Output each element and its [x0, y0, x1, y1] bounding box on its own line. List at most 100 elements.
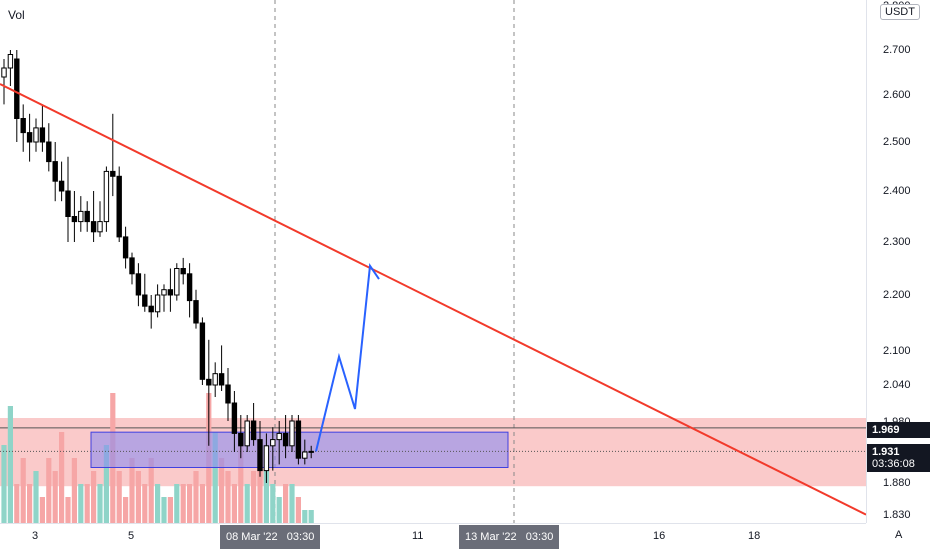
volume-bar [193, 471, 199, 523]
volume-bar [238, 445, 244, 523]
candle-body [122, 236, 129, 259]
volume-bar [52, 471, 58, 523]
candle-body [58, 180, 65, 192]
candle-body [129, 257, 135, 275]
volume-bar [103, 445, 109, 523]
volume-indicator-label: Vol [8, 8, 25, 22]
volume-bar [7, 406, 13, 523]
volume-bar [167, 497, 173, 523]
price-tick: 2.400 [883, 185, 911, 197]
candle-body [270, 439, 276, 447]
candle-body [148, 305, 154, 313]
candle-body [97, 221, 103, 233]
volume-bar [123, 497, 129, 523]
time-label: 11 [412, 530, 424, 542]
candle-body [231, 402, 238, 434]
bar-countdown: 03:36:08 [867, 458, 930, 472]
candle-body [218, 373, 225, 386]
last-price-tag: 1.931 [867, 444, 930, 458]
volume-bar [276, 497, 282, 523]
candle-body [78, 210, 84, 223]
candle-body [65, 190, 71, 217]
auto-scale-button[interactable]: A [895, 529, 903, 541]
volume-bar [148, 458, 154, 523]
candle-body [212, 373, 218, 386]
candle-body [250, 420, 257, 441]
projection-path [315, 263, 380, 452]
volume-bar [161, 497, 167, 523]
volume-bar [257, 458, 263, 523]
price-tick: 1.880 [883, 477, 911, 489]
volume-bar [295, 497, 301, 523]
candle-body [295, 420, 302, 459]
candle-body [282, 432, 289, 447]
candle-body [263, 445, 270, 472]
candle-body [52, 161, 58, 182]
volume-bar [219, 458, 225, 523]
volume-bar [174, 484, 180, 523]
candle-body [199, 322, 206, 380]
candle-body [308, 450, 314, 453]
volume-bar [20, 458, 26, 523]
candle-body [39, 127, 46, 143]
volume-bar [244, 484, 250, 523]
price-chart[interactable] [0, 0, 866, 523]
price-tick: 2.500 [883, 136, 911, 148]
volume-bar [1, 445, 7, 523]
volume-bar [231, 484, 237, 523]
time-label: 16 [653, 530, 666, 542]
price-tick: 2.200 [883, 289, 911, 301]
price-tick: 2.040 [883, 379, 911, 391]
time-axis[interactable]: 3 5 08 Mar '22 03:30 11 13 Mar '22 03:30… [0, 523, 866, 551]
candle-body [167, 289, 174, 296]
volume-bar [84, 484, 90, 523]
price-tick: 2.600 [883, 89, 911, 101]
volume-bar [199, 484, 205, 523]
candle-body [206, 378, 212, 386]
time-label: 5 [128, 530, 135, 542]
volume-bar [27, 484, 33, 523]
candle-body [84, 210, 90, 223]
volume-bar [263, 471, 269, 523]
candle-body [174, 268, 180, 296]
volume-bar [180, 484, 186, 523]
volume-bar [308, 510, 314, 523]
volume-bar [270, 484, 276, 523]
candle-body [90, 221, 97, 233]
candle-body [193, 300, 199, 324]
volume-bar [91, 471, 97, 523]
volume-bar [155, 484, 161, 523]
volume-bar [71, 458, 77, 523]
time-label: 18 [748, 530, 761, 542]
crosshair-time-left: 08 Mar '22 03:30 [220, 525, 321, 549]
candle-body [238, 432, 244, 447]
volume-bar [78, 484, 84, 523]
candle-body [33, 127, 39, 143]
volume-bar [14, 484, 20, 523]
candle-body [46, 141, 52, 163]
volume-bar [135, 471, 141, 523]
candle-body [110, 170, 116, 177]
price-tick: 2.300 [883, 236, 911, 248]
candle-body [289, 420, 295, 447]
volume-bar [59, 432, 65, 523]
candle-body [14, 58, 20, 119]
time-label: 3 [32, 530, 39, 542]
crosshair-time-right: 13 Mar '22 03:30 [459, 525, 560, 549]
candle-body [7, 54, 14, 69]
volume-bar [251, 471, 257, 523]
candle-body [103, 170, 110, 223]
volume-bar [283, 484, 289, 523]
volume-bar [33, 471, 39, 523]
candle-body [116, 175, 122, 238]
volume-bar [46, 458, 52, 523]
volume-bar [39, 497, 45, 523]
candle-body [135, 273, 142, 296]
volume-bar [225, 471, 231, 523]
currency-button[interactable]: USDT [880, 4, 920, 20]
candle-body [244, 420, 250, 447]
candle-body [161, 289, 167, 296]
trendline [0, 83, 866, 516]
candle-body [20, 118, 26, 134]
candle-body [225, 384, 231, 404]
